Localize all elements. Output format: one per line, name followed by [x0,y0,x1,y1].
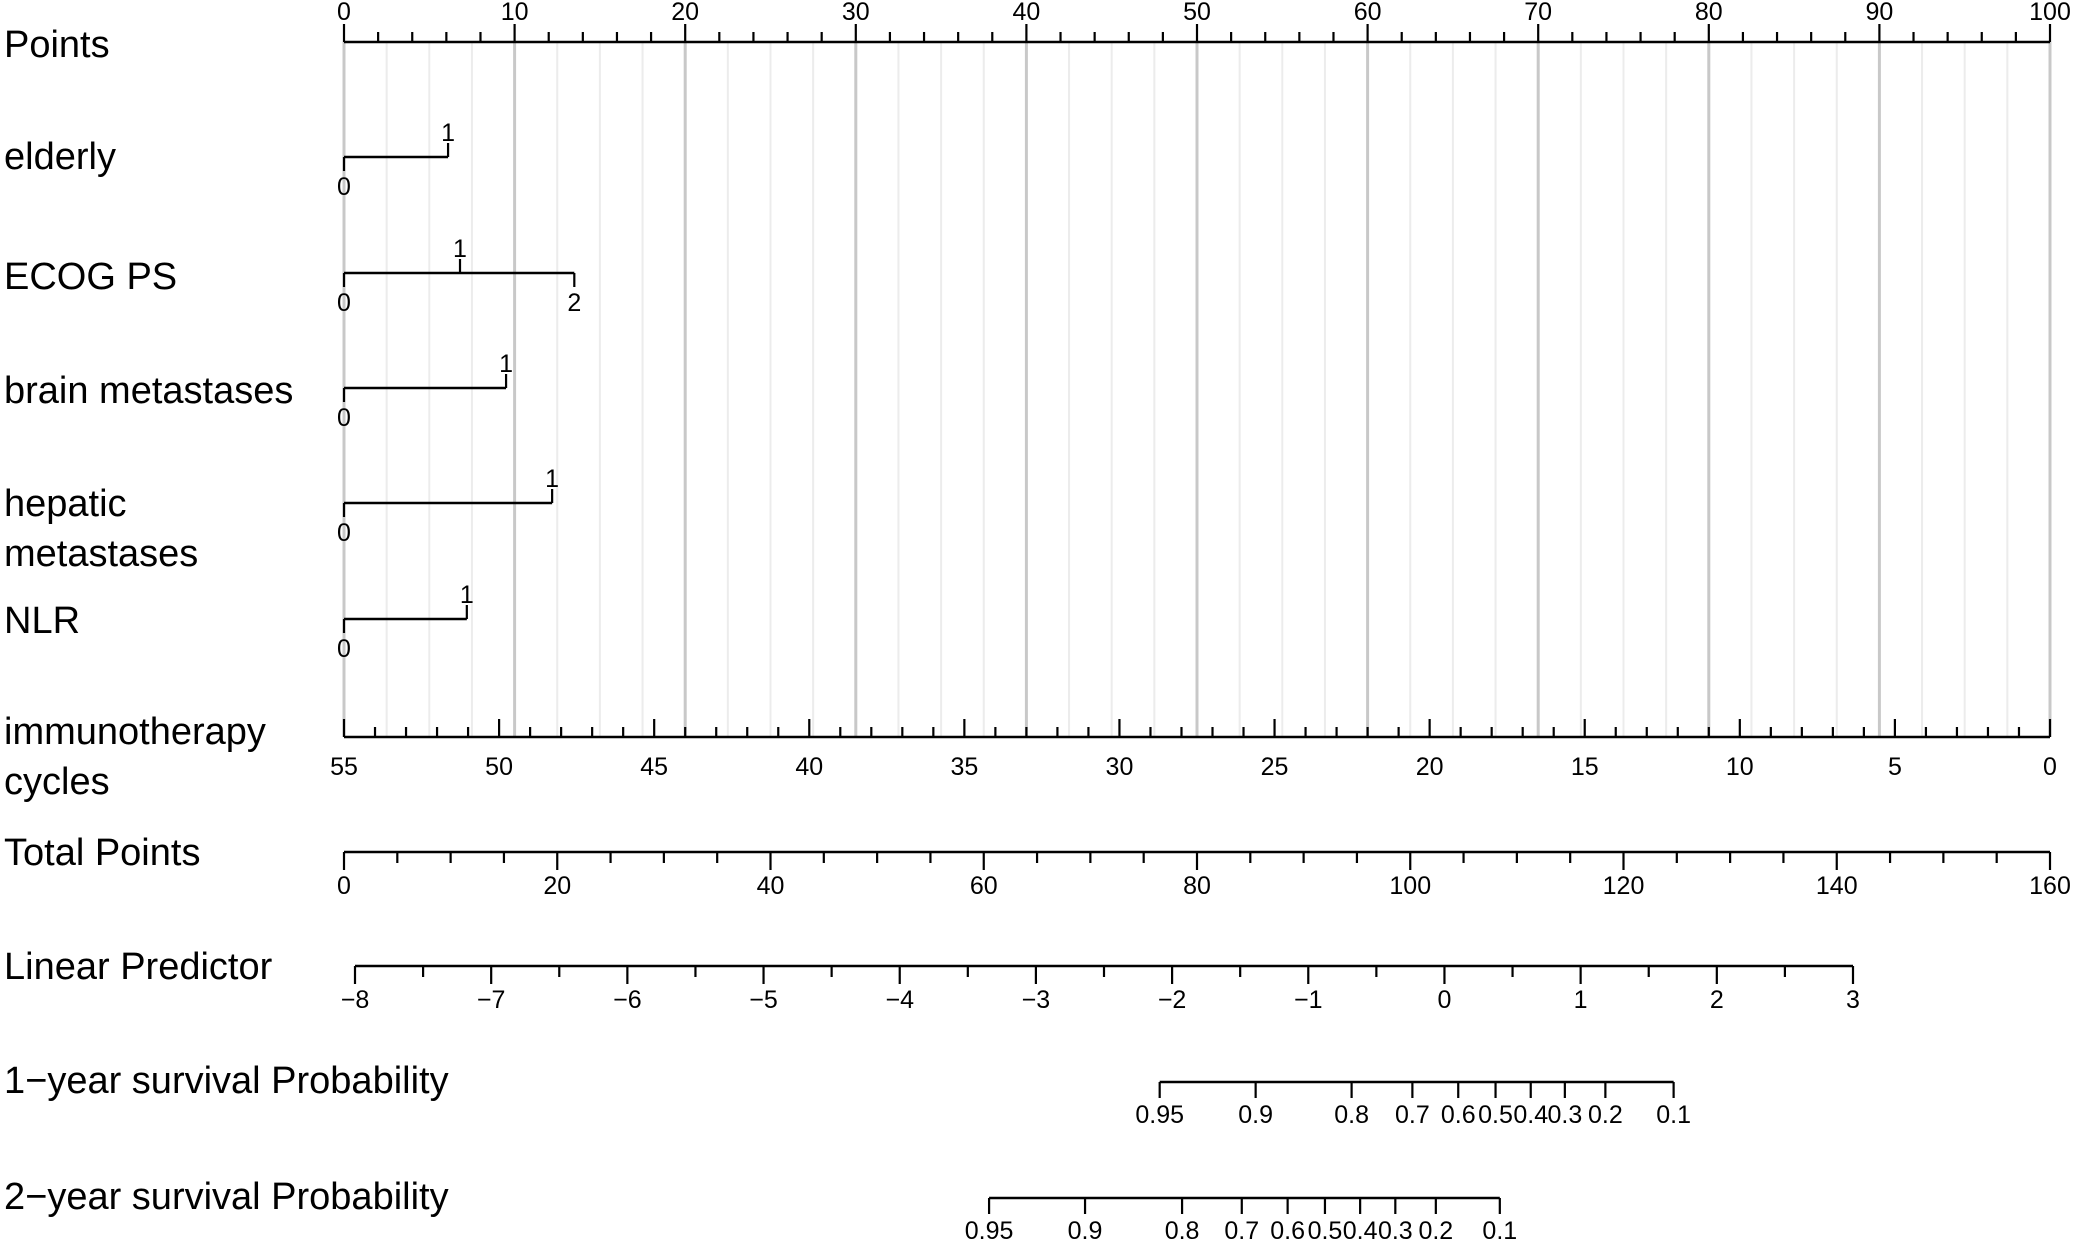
row-label-ecog: ECOG PS [4,256,177,298]
row-label-surv2: 2−year survival Probability [4,1176,449,1218]
points-tick-label-20: 20 [671,0,699,26]
cycles-tick-label-50: 50 [485,753,513,781]
points-tick-label-90: 90 [1865,0,1893,26]
cycles-tick-label-35: 35 [950,753,978,781]
points-tick-label-70: 70 [1524,0,1552,26]
total-tick-label-80: 80 [1183,872,1211,900]
surv2-tick-label-1: 0.9 [1068,1217,1103,1240]
surv1-tick-label-4: 0.6 [1441,1101,1476,1129]
cycles-tick-label-20: 20 [1416,753,1444,781]
surv2-tick-label-4: 0.6 [1270,1217,1305,1240]
row-label-cycles-1: immunotherapy [4,711,266,753]
surv1-tick-label-0: 0.95 [1135,1101,1184,1129]
surv1-tick-label-3: 0.7 [1395,1101,1430,1129]
nlr-level-label-1: 1 [460,581,474,609]
row-label-brain: brain metastases [4,370,293,412]
surv1-tick-label-1: 0.9 [1238,1101,1273,1129]
row-label-hepatic-2: metastases [4,533,198,575]
lp-tick-label-4: −4 [885,986,914,1014]
row-label-nlr: NLR [4,600,80,642]
surv1-tick-label-5: 0.5 [1478,1101,1513,1129]
cycles-tick-label-45: 45 [640,753,668,781]
total-tick-label-120: 120 [1603,872,1645,900]
points-tick-label-30: 30 [842,0,870,26]
cycles-tick-label-40: 40 [795,753,823,781]
row-label-surv1: 1−year survival Probability [4,1060,449,1102]
surv2-tick-label-2: 0.8 [1165,1217,1200,1240]
surv2-tick-label-9: 0.1 [1482,1217,1517,1240]
points-tick-label-40: 40 [1012,0,1040,26]
total-tick-label-60: 60 [970,872,998,900]
lp-tick-label-10: 2 [1710,986,1724,1014]
surv1-tick-label-6: 0.4 [1513,1101,1548,1129]
total-tick-label-100: 100 [1389,872,1431,900]
brain-level-label-1: 1 [499,350,513,378]
lp-tick-label-7: −1 [1294,986,1323,1014]
lp-tick-label-2: −6 [613,986,642,1014]
lp-tick-label-5: −3 [1022,986,1051,1014]
points-tick-label-50: 50 [1183,0,1211,26]
surv2-tick-label-3: 0.7 [1224,1217,1259,1240]
surv1-tick-label-7: 0.3 [1547,1101,1582,1129]
row-label-elderly: elderly [4,136,116,178]
points-tick-label-60: 60 [1354,0,1382,26]
hepatic-level-label-1: 1 [545,465,559,493]
surv2-tick-label-5: 0.5 [1308,1217,1343,1240]
total-tick-label-0: 0 [337,872,351,900]
row-label-cycles-2: cycles [4,761,110,803]
cycles-tick-label-25: 25 [1261,753,1289,781]
cycles-tick-label-55: 55 [330,753,358,781]
cycles-tick-label-30: 30 [1106,753,1134,781]
surv2-tick-label-6: 0.4 [1343,1217,1378,1240]
nlr-level-label-0: 0 [337,635,351,663]
ecog-level-label-0: 0 [337,289,351,317]
surv2-tick-label-7: 0.3 [1378,1217,1413,1240]
total-tick-label-20: 20 [543,872,571,900]
row-label-lp: Linear Predictor [4,946,273,988]
row-label-hepatic-1: hepatic [4,483,127,525]
row-label-total: Total Points [4,832,200,874]
ecog-level-label-2: 2 [567,289,581,317]
elderly-level-label-0: 0 [337,173,351,201]
points-tick-label-100: 100 [2029,0,2071,26]
surv2-tick-label-8: 0.2 [1418,1217,1453,1240]
lp-tick-label-3: −5 [749,986,778,1014]
grid-layer [342,42,2052,737]
points-tick-label-0: 0 [337,0,351,26]
lp-tick-label-1: −7 [477,986,506,1014]
cycles-tick-label-5: 5 [1888,753,1902,781]
cycles-tick-label-15: 15 [1571,753,1599,781]
lp-tick-label-11: 3 [1846,986,1860,1014]
elderly-level-label-1: 1 [441,119,455,147]
lp-tick-label-0: −8 [341,986,370,1014]
surv1-tick-label-8: 0.2 [1588,1101,1623,1129]
cycles-tick-label-0: 0 [2043,753,2057,781]
cycles-tick-label-10: 10 [1726,753,1754,781]
row-label-points: Points [4,24,110,66]
points-tick-label-80: 80 [1695,0,1723,26]
row-labels: Points elderly ECOG PS brain metastases hepa… [4,24,449,1218]
surv2-tick-label-0: 0.95 [965,1217,1014,1240]
ecog-level-label-1: 1 [453,235,467,263]
total-tick-label-140: 140 [1816,872,1858,900]
lp-tick-label-6: −2 [1158,986,1187,1014]
points-tick-label-10: 10 [501,0,529,26]
brain-level-label-0: 0 [337,404,351,432]
surv1-tick-label-9: 0.1 [1656,1101,1691,1129]
surv1-tick-label-2: 0.8 [1334,1101,1369,1129]
hepatic-level-label-0: 0 [337,519,351,547]
total-tick-label-160: 160 [2029,872,2071,900]
total-tick-label-40: 40 [757,872,785,900]
lp-tick-label-9: 1 [1574,986,1588,1014]
lp-tick-label-8: 0 [1438,986,1452,1014]
